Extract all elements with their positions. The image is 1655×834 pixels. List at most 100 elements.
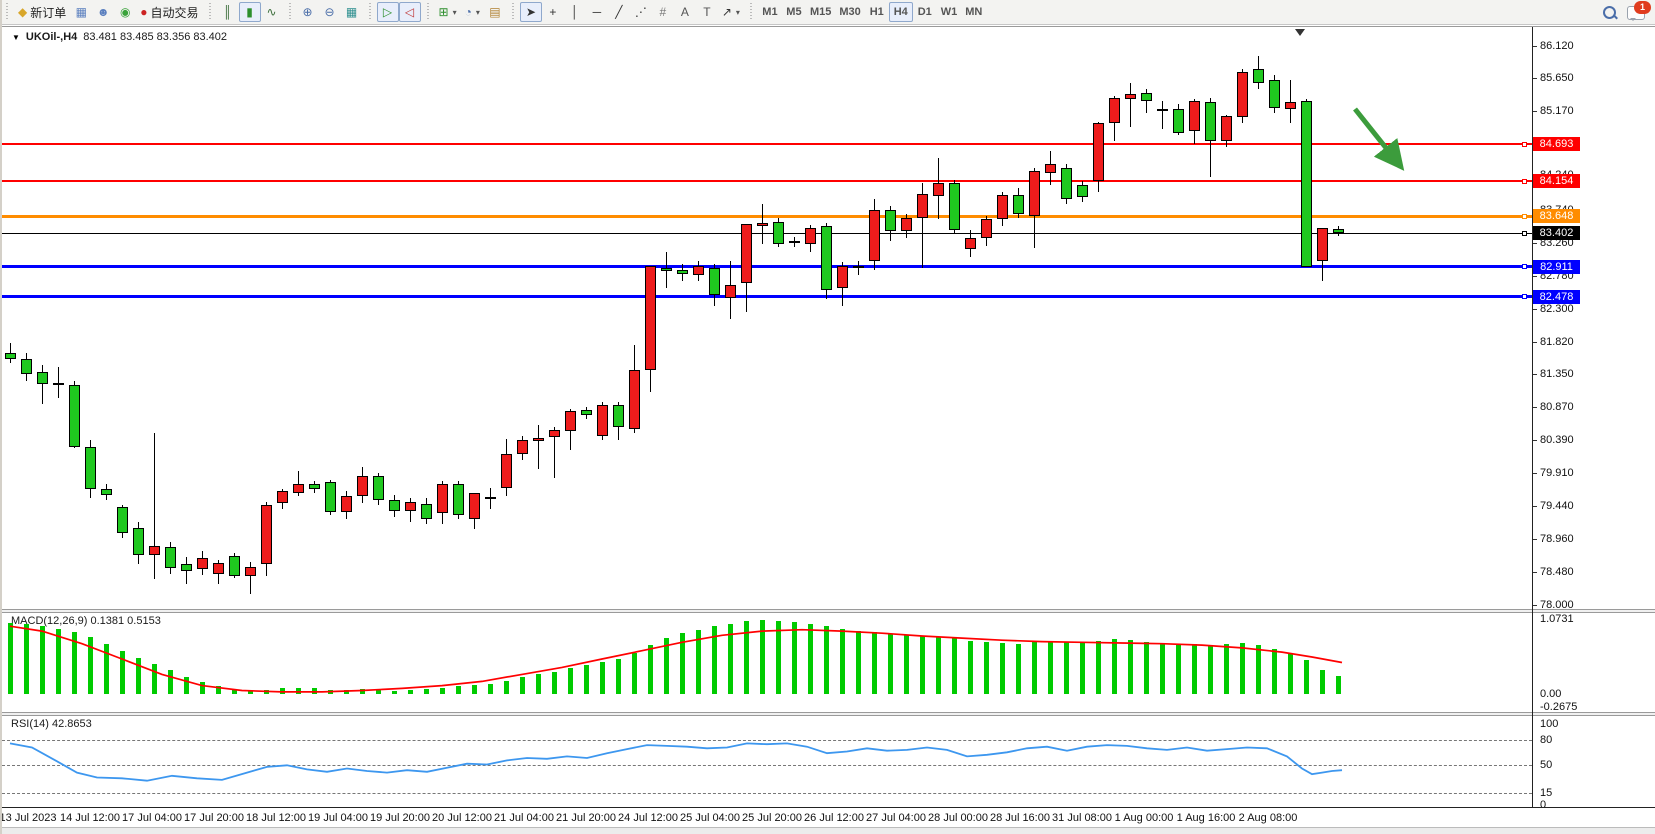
zoom-in-button[interactable]: ⊕ (297, 2, 319, 22)
arrows-button[interactable]: ↗ ▾ (718, 2, 744, 22)
axis-tick (1532, 78, 1537, 80)
vline-button[interactable]: │ (564, 2, 586, 22)
periods-button[interactable]: ◔ ▾ (461, 2, 484, 22)
price-hline-82.478[interactable] (2, 295, 1532, 299)
panel-divider[interactable] (2, 712, 1655, 716)
toolbar-grip[interactable] (509, 3, 516, 21)
hline-handle[interactable] (1522, 213, 1527, 219)
macd-histogram-bar (1192, 643, 1197, 694)
candle-body (1333, 229, 1344, 234)
price-hline-84.693[interactable] (2, 143, 1532, 146)
price-hline-82.911[interactable] (2, 265, 1532, 269)
timeframe-m5[interactable]: M5 (786, 6, 802, 18)
price-hline-83.648[interactable] (2, 214, 1532, 218)
timeframe-h1[interactable]: H1 (869, 6, 884, 18)
candle-body (309, 483, 320, 490)
hline-handle[interactable] (1522, 264, 1527, 270)
timeframe-w1[interactable]: W1 (940, 6, 958, 18)
candle-wick (298, 470, 299, 497)
toolbar-group-insert: ⊞ ▾ ◔ ▾ ▤ (433, 0, 508, 25)
chevron-down-icon[interactable]: ▼ (12, 32, 20, 42)
candlestick-button[interactable]: ▮ (238, 2, 261, 22)
toolbar-grip[interactable] (366, 3, 373, 21)
macd-histogram-bar (1096, 640, 1101, 694)
panel-divider[interactable] (2, 609, 1655, 613)
price-hline-84.154[interactable] (2, 180, 1532, 183)
search-icon[interactable] (1603, 5, 1617, 20)
chart-shift-marker[interactable] (1295, 29, 1305, 41)
dropdown-caret-icon[interactable]: ▾ (735, 7, 740, 17)
hline-handle[interactable] (1522, 294, 1527, 300)
zoom-out-button[interactable]: ⊖ (319, 2, 341, 22)
candle-body (181, 563, 192, 571)
timeframe-m1[interactable]: M1 (762, 6, 778, 18)
candle-body (1173, 109, 1184, 133)
macd-histogram-bar (680, 633, 685, 694)
macd-histogram-bar (904, 635, 909, 694)
notifications-icon[interactable]: 1 (1627, 0, 1651, 21)
candle-body (917, 194, 928, 219)
text-button[interactable]: A (674, 2, 696, 22)
candle-body (165, 547, 176, 568)
crosshair-button[interactable]: + (542, 2, 564, 22)
timeframe-mn[interactable]: MN (965, 6, 983, 18)
candle-body (373, 475, 384, 501)
timeframe-m30[interactable]: M30 (839, 6, 861, 18)
templates-button[interactable]: ▤ (484, 2, 506, 22)
down-trend-arrow[interactable] (2, 27, 1532, 609)
fibo-button[interactable]: ⋰ (630, 2, 652, 22)
grid-button[interactable]: # (652, 2, 674, 22)
ohlc-quote-label: 83.481 83.485 83.356 83.402 (83, 31, 228, 43)
arrow-objects-icon: ↗ (721, 5, 732, 19)
rsi-panel[interactable]: RSI(14) 42.8653 (2, 716, 1532, 807)
axis-tick (1532, 538, 1537, 540)
indicators-button[interactable]: ⊞ ▾ (435, 2, 461, 22)
candle-body (1013, 195, 1024, 214)
candle-body (1285, 102, 1296, 110)
macd-histogram-bar (1224, 644, 1229, 694)
timeframe-m15[interactable]: M15 (809, 6, 832, 18)
autotrade-button[interactable]: ● 自动交易 (136, 2, 202, 22)
toolbar-grip[interactable] (424, 3, 431, 21)
macd-histogram-bar (1208, 645, 1213, 694)
hline-handle[interactable] (1522, 141, 1527, 147)
toolbar-grip[interactable] (206, 3, 213, 21)
price-tick-label: 78.960 (1540, 532, 1574, 545)
toolbar-grip[interactable] (286, 3, 293, 21)
hline-handle[interactable] (1522, 178, 1527, 184)
cursor-button[interactable]: ➤ (519, 2, 542, 22)
time-tick-label: 17 Jul 04:00 (122, 812, 182, 824)
tile-windows-button[interactable]: ▦ (341, 2, 363, 22)
hline-handle[interactable] (1522, 230, 1527, 236)
candle-wick (58, 367, 59, 399)
macd-panel[interactable]: MACD(12,26,9) 0.1381 0.5153 (2, 613, 1532, 712)
dropdown-caret-icon[interactable]: ▾ (475, 7, 480, 17)
timeframe-h4[interactable]: H4 (888, 2, 913, 22)
price-axis[interactable]: 86.12085.65085.17084.70084.24083.74083.2… (1532, 27, 1655, 611)
rsi-axis[interactable]: 100 80 50 15 0 (1532, 716, 1655, 811)
macd-axis[interactable]: 1.0731 0.00 -0.2675 (1532, 613, 1655, 713)
candle-body (389, 500, 400, 512)
autoscroll-button[interactable]: ▷ (376, 2, 399, 22)
label-button[interactable]: T (696, 2, 718, 22)
rsi-line (9, 742, 1343, 782)
time-axis[interactable]: 13 Jul 2023 14 Jul 12:00 17 Jul 04:00 17 Ju… (2, 807, 1655, 827)
hline-button[interactable]: ─ (586, 2, 608, 22)
macd-histogram-bar (616, 659, 621, 694)
new-order-button[interactable]: ◆ 新订单 (14, 2, 70, 22)
main-chart-panel[interactable]: ▼ UKOil-,H4 83.481 83.485 83.356 83.402 (2, 27, 1532, 609)
broadcast-button[interactable]: ◉ (114, 2, 136, 22)
toolbar-grip[interactable] (747, 3, 754, 21)
timeframe-d1[interactable]: D1 (917, 6, 932, 18)
profile-button[interactable]: ☻ (92, 2, 114, 22)
trendline-button[interactable]: ╱ (608, 2, 630, 22)
toolbar-grip[interactable] (4, 3, 10, 21)
price-hline-83.402[interactable] (2, 232, 1532, 234)
line-chart-button[interactable]: ∿ (261, 2, 283, 22)
dropdown-caret-icon[interactable]: ▾ (452, 7, 457, 17)
macd-histogram-bar (168, 670, 173, 694)
macd-histogram-bar (1272, 648, 1277, 694)
chart-shift-button[interactable]: ◁ (398, 2, 421, 22)
bar-chart-button[interactable]: ║ (217, 2, 239, 22)
open-chart-button[interactable]: ▦ (70, 2, 92, 22)
